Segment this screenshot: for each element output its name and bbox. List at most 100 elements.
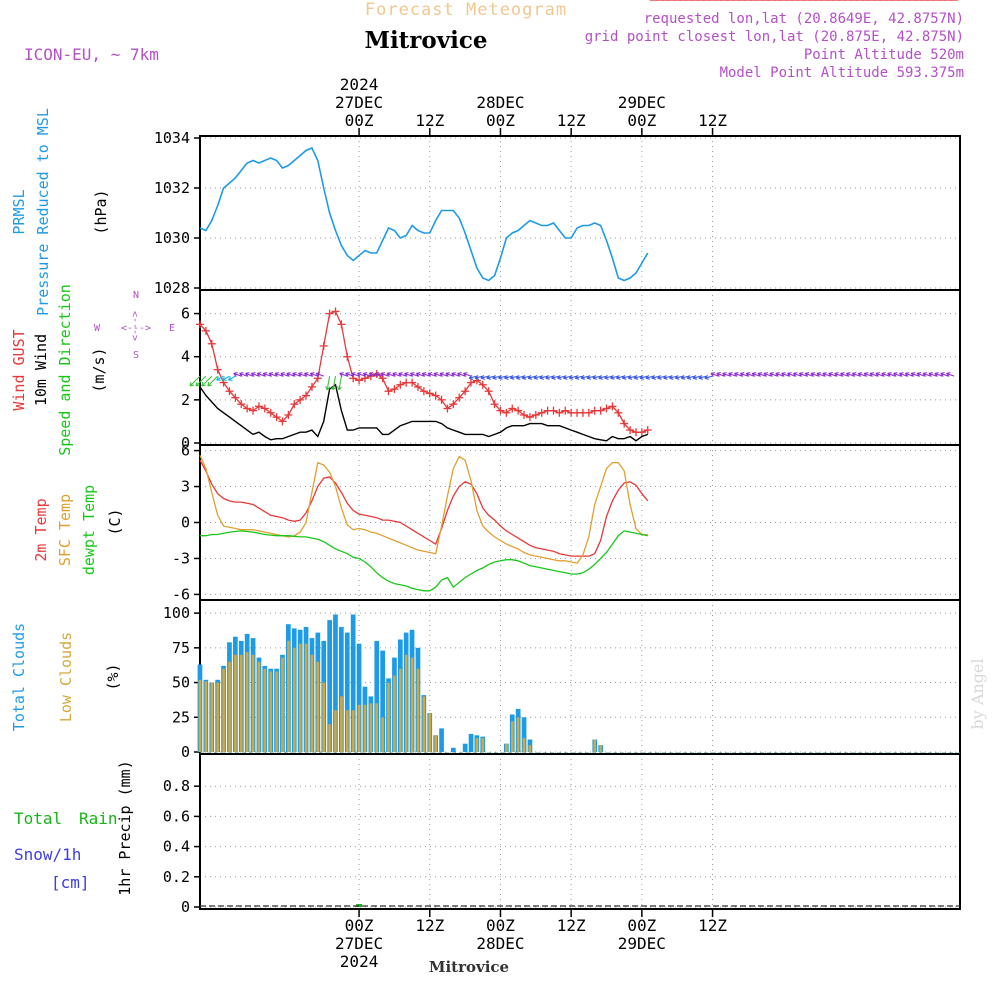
wind-direction-arrow bbox=[338, 376, 342, 390]
gust-marker bbox=[343, 353, 351, 361]
low-cloud-bar bbox=[269, 671, 272, 752]
wind-arrow-head bbox=[652, 378, 656, 379]
temp-label-dewpt: dewpt Temp bbox=[80, 485, 98, 575]
station-title: Mitrovice bbox=[364, 27, 487, 54]
low-cloud-bar bbox=[375, 703, 378, 752]
compass-w: W bbox=[94, 323, 101, 334]
gust-marker bbox=[308, 383, 316, 391]
temperature-labels: 2m Temp SFC Temp dewpt Temp (C) bbox=[32, 485, 124, 575]
low-cloud-bar bbox=[429, 713, 432, 752]
low-cloud-bar bbox=[317, 662, 320, 752]
gust-marker bbox=[337, 320, 345, 328]
wind-arrow-head bbox=[587, 378, 591, 379]
wind-ytick-label: 4 bbox=[181, 348, 190, 366]
low-cloud-bar bbox=[228, 662, 231, 752]
top-time-label: 29DEC bbox=[618, 93, 666, 112]
bottom-time-label: 00Z bbox=[345, 916, 374, 935]
top-time-label: 28DEC bbox=[476, 93, 524, 112]
low-cloud-bar bbox=[281, 658, 284, 752]
precip-label-rain: Rain bbox=[79, 809, 118, 828]
low-cloud-bar bbox=[423, 696, 426, 752]
low-cloud-bar bbox=[305, 644, 308, 752]
low-cloud-bar bbox=[246, 652, 249, 752]
pressure-series-line bbox=[200, 148, 648, 281]
low-cloud-bar bbox=[399, 669, 402, 752]
wind-arrow-head bbox=[669, 378, 673, 379]
top-time-label: 00Z bbox=[345, 111, 374, 130]
wind-arrow-head bbox=[616, 378, 620, 379]
top-time-label: 27DEC bbox=[335, 93, 383, 112]
wind-ytick-label: 2 bbox=[181, 391, 190, 409]
wind-arrow-head bbox=[493, 378, 497, 379]
wind-arrow-head bbox=[687, 378, 691, 379]
wind-arrow-head bbox=[528, 378, 532, 379]
low-cloud-bar bbox=[482, 738, 485, 752]
gust-marker bbox=[320, 342, 328, 350]
precip-ytick-label: 0.8 bbox=[163, 777, 190, 795]
low-cloud-bar bbox=[216, 683, 219, 752]
bottom-time-label: 2024 bbox=[340, 952, 379, 971]
wind-arrow-head bbox=[699, 378, 703, 379]
low-cloud-bar bbox=[293, 648, 296, 752]
low-cloud-bar bbox=[252, 655, 255, 752]
compass-horizontal: <---> bbox=[121, 323, 151, 334]
cloud-label-low: Low Clouds bbox=[57, 632, 75, 722]
low-cloud-bar bbox=[311, 655, 314, 752]
precip-labels: Total Rain Snow/1h [cm] 1hr Precip (mm) bbox=[14, 760, 134, 895]
wind-label-unit: (m/s) bbox=[90, 347, 108, 392]
chart-marks: 10281030103210340246-6-3036025507510000.… bbox=[154, 0, 960, 971]
low-cloud-bar bbox=[334, 710, 337, 752]
compass-s: S bbox=[133, 350, 139, 361]
low-cloud-bar bbox=[328, 724, 331, 752]
wind-arrow-shaft bbox=[202, 376, 212, 386]
low-cloud-bar bbox=[205, 681, 208, 752]
low-cloud-bar bbox=[476, 738, 479, 752]
wind-arrow-head bbox=[552, 378, 556, 379]
low-cloud-bar bbox=[599, 745, 602, 752]
total-cloud-bar bbox=[451, 748, 456, 752]
wind-arrow-head bbox=[593, 378, 597, 379]
wind-arrow-shaft bbox=[190, 376, 200, 386]
low-cloud-bar bbox=[405, 655, 408, 752]
low-cloud-bar bbox=[275, 671, 278, 752]
sfc-temp-series-line bbox=[200, 455, 648, 563]
wind-arrow-head bbox=[675, 378, 679, 379]
low-cloud-bar bbox=[434, 735, 437, 752]
temp2m-series-line bbox=[200, 460, 648, 556]
bottom-time-label: 29DEC bbox=[618, 934, 666, 953]
model-label: ICON-EU, ~ 7km bbox=[24, 45, 159, 64]
low-cloud-bar bbox=[358, 705, 361, 752]
precip-ytick-label: 0.4 bbox=[163, 838, 190, 856]
wind-label-speed: Speed and Direction bbox=[56, 284, 74, 456]
wind-arrow-head bbox=[558, 378, 562, 379]
top-time-label: 2024 bbox=[340, 75, 379, 94]
low-cloud-bar bbox=[240, 655, 243, 752]
temp-label-unit: (C) bbox=[106, 508, 124, 535]
wind-arrow-head bbox=[681, 378, 685, 379]
low-cloud-bar bbox=[287, 641, 290, 752]
clouds-ytick-label: 0 bbox=[181, 743, 190, 761]
gust-marker bbox=[214, 366, 222, 374]
product-title: Forecast Meteogram bbox=[365, 0, 567, 20]
cloud-label-total: Total Clouds bbox=[10, 623, 28, 731]
top-time-label: 12Z bbox=[698, 111, 727, 130]
wind-arrow-head bbox=[605, 378, 609, 379]
clouds-ytick-label: 50 bbox=[172, 674, 190, 692]
low-cloud-bar bbox=[417, 669, 420, 752]
bottom-time-label: 00Z bbox=[627, 916, 656, 935]
low-cloud-bar bbox=[511, 721, 514, 752]
low-cloud-bar bbox=[352, 710, 355, 752]
pressure-ytick-label: 1032 bbox=[154, 179, 190, 197]
bottom-time-label: 27DEC bbox=[335, 934, 383, 953]
wind-arrow-head bbox=[469, 378, 473, 379]
wind-arrow-head bbox=[646, 378, 650, 379]
precip-ytick-label: 0 bbox=[181, 898, 190, 916]
low-cloud-bar bbox=[505, 744, 508, 752]
cloud-labels: Total Clouds Low Clouds (%) bbox=[10, 623, 122, 731]
precip-label-total: Total bbox=[14, 809, 62, 828]
low-cloud-bar bbox=[222, 669, 225, 752]
low-cloud-bar bbox=[381, 717, 384, 752]
requested-coords: requested lon,lat (20.8649E, 42.8757N) bbox=[644, 11, 964, 27]
low-cloud-bar bbox=[387, 683, 390, 752]
top-time-label: 00Z bbox=[486, 111, 515, 130]
